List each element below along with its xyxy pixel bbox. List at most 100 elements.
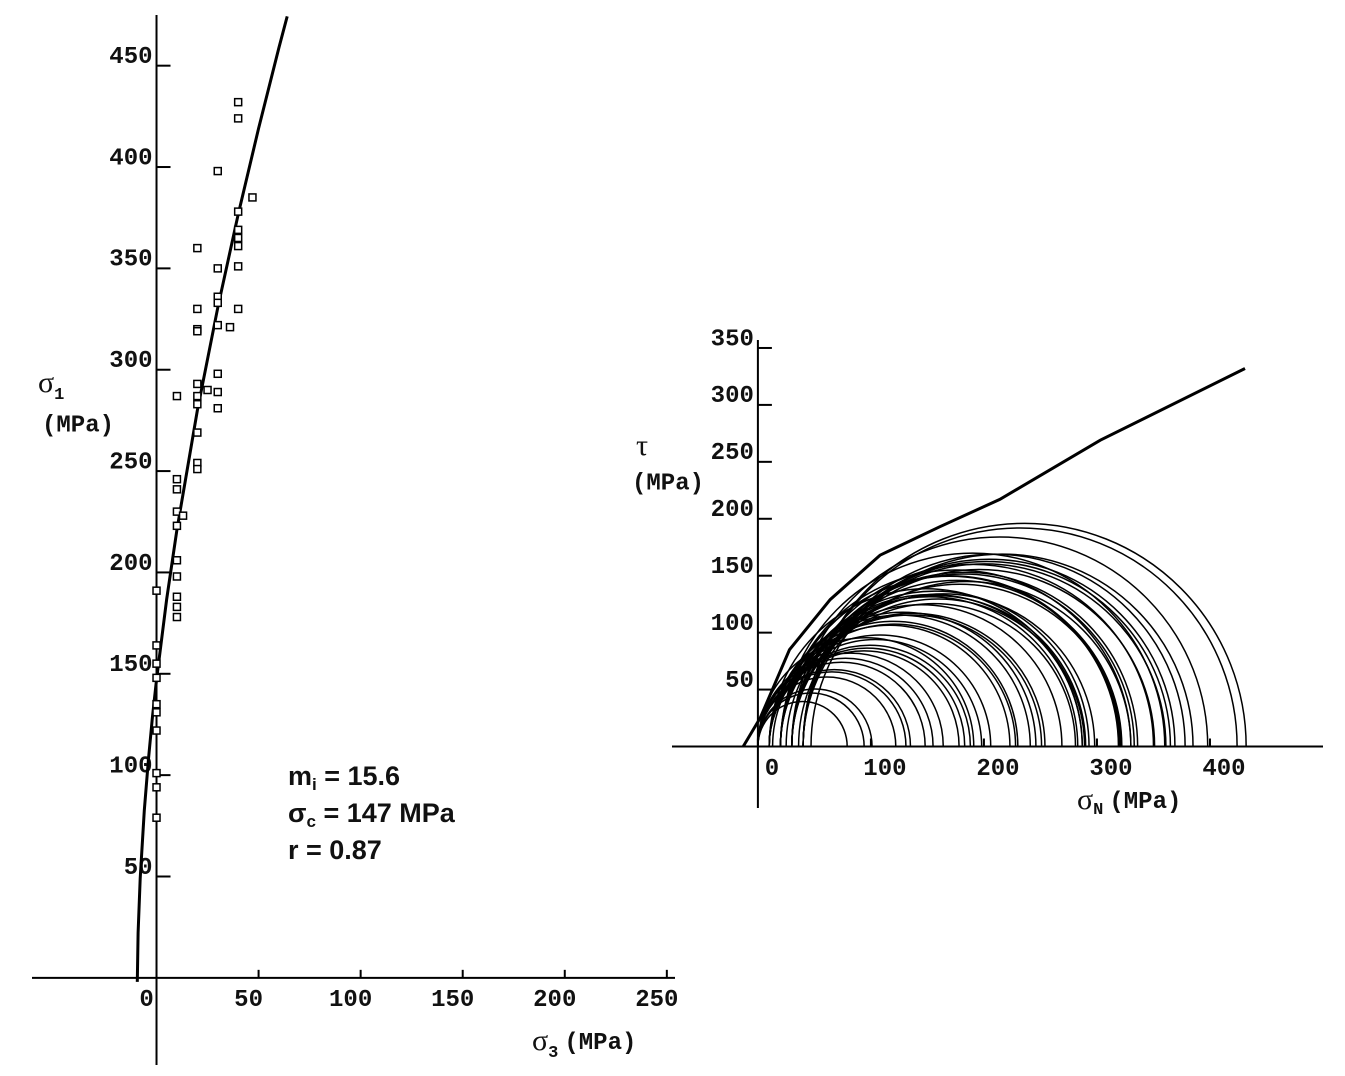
mohr-circle (757, 692, 865, 747)
data-point (178, 511, 188, 520)
y-tick-label: 250 (109, 449, 152, 476)
mohr-circle (779, 552, 1166, 747)
data-point (172, 521, 182, 531)
data-point (152, 726, 161, 735)
x-tick-label: 300 (1089, 756, 1132, 783)
data-point (225, 322, 235, 332)
y-tick-label: 150 (109, 652, 152, 679)
data-point (193, 428, 202, 437)
data-point (193, 326, 202, 336)
mohr-circle (791, 563, 1155, 747)
data-point (172, 612, 182, 622)
data-point (233, 241, 243, 251)
x-tick-label: 0 (765, 756, 779, 783)
subscript: i (312, 775, 317, 794)
x-tick-label: 250 (635, 987, 678, 1014)
subscript: c (306, 812, 315, 831)
data-point (248, 193, 257, 202)
data-point (172, 556, 182, 565)
y-axis-label: τ (636, 429, 648, 462)
data-point (233, 207, 243, 216)
data-point (203, 385, 212, 395)
x-axis-label: σN (MPa) (1077, 783, 1181, 821)
data-point (213, 369, 223, 379)
data-point (152, 673, 161, 683)
mohr-circle (757, 676, 897, 747)
data-point (213, 166, 223, 176)
y-tick-label: 200 (109, 551, 152, 578)
y-axis-label: σ1 (38, 366, 64, 406)
y-tick-label: 350 (711, 326, 754, 353)
y-tick-label: 250 (711, 440, 754, 467)
data-point (233, 262, 243, 271)
y-tick-label: 300 (711, 383, 754, 410)
data-point (233, 114, 243, 123)
rest: = 147 MPa (316, 798, 456, 828)
y-tick-label: 300 (109, 348, 152, 375)
fit-curve (135, 16, 289, 982)
x-tick-label: 400 (1202, 756, 1245, 783)
data-point (152, 813, 161, 822)
x-tick-label: 0 (139, 987, 153, 1014)
y-tick-label: 150 (711, 554, 754, 581)
data-point (152, 586, 161, 595)
y-tick-label: 450 (109, 44, 152, 71)
data-point (172, 474, 182, 484)
x-tick-label: 150 (431, 987, 474, 1014)
failure-envelope (741, 367, 1246, 748)
data-point (213, 387, 223, 397)
data-point (152, 699, 161, 709)
data-point (233, 304, 243, 314)
y-axis-unit: (MPa) (42, 412, 114, 439)
x-axis-label: σ3 (MPa) (532, 1024, 636, 1064)
x-tick-label: 100 (863, 756, 906, 783)
data-point (193, 391, 202, 401)
y-tick-label: 100 (711, 611, 754, 638)
data-point (172, 391, 182, 401)
mohr-circle (791, 580, 1123, 747)
data-point (233, 97, 243, 107)
annotation: r = 0.87 (288, 835, 382, 865)
data-point (213, 264, 223, 273)
data-point (193, 399, 202, 409)
annotation: σc = 147 MPa (288, 798, 456, 831)
x-tick-label: 100 (329, 987, 372, 1014)
y-tick-label: 50 (725, 668, 754, 695)
y-tick-label: 50 (124, 855, 153, 882)
mohr-circle (757, 700, 848, 747)
unit: (MPa) (564, 1030, 636, 1057)
data-point (193, 304, 202, 314)
symbol: σ (1077, 783, 1093, 816)
data-point (233, 233, 243, 243)
mohr-circle (757, 661, 926, 747)
data-point (193, 379, 202, 389)
subscript: N (1093, 801, 1103, 820)
y-axis-unit: (MPa) (632, 470, 704, 497)
data-point (172, 592, 182, 602)
data-point (172, 485, 182, 494)
rest: = 15.6 (317, 761, 400, 791)
x-tick-label: 200 (976, 756, 1019, 783)
x-tick-label: 200 (533, 987, 576, 1014)
left-labels: σ1 (MPa) σ3 (MPa) mi = 15.6 σc = 147 MPa … (38, 366, 636, 1064)
data-point (213, 403, 223, 413)
subscript: 3 (548, 1044, 558, 1063)
data-point (193, 464, 202, 474)
x-tick-label: 50 (234, 987, 263, 1014)
data-point (152, 659, 161, 668)
data-point (233, 225, 243, 235)
data-point (213, 298, 223, 308)
y-tick-label: 100 (109, 753, 152, 780)
annotation: mi = 15.6 (288, 761, 400, 794)
y-tick-label: 400 (109, 145, 152, 172)
data-point (193, 243, 202, 253)
subscript: 1 (54, 386, 64, 405)
y-tick-label: 350 (109, 247, 152, 274)
data-point (172, 572, 182, 581)
data-point (172, 602, 182, 612)
data-point (152, 708, 161, 717)
unit: (MPa) (1109, 789, 1181, 816)
base: m (288, 761, 312, 791)
data-point (152, 768, 161, 778)
